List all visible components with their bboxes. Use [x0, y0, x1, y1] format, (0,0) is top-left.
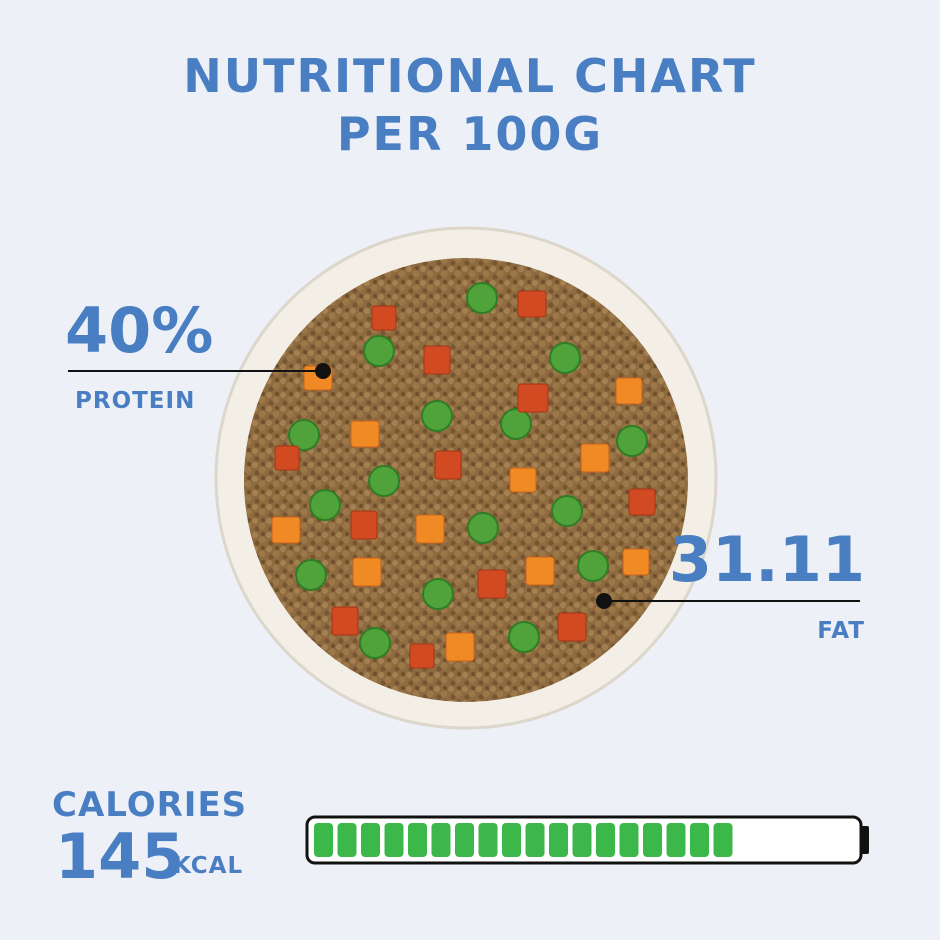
- pointer-dot: [596, 593, 612, 609]
- fat-value: 31.11: [669, 523, 865, 596]
- calories-unit: KCAL: [173, 853, 243, 879]
- battery-segments: [314, 823, 733, 857]
- fat-label: FAT: [817, 618, 865, 644]
- bowl: [214, 226, 718, 730]
- calorie-battery: [305, 815, 869, 865]
- tomatoes: [274, 290, 656, 669]
- peas: [288, 282, 648, 659]
- protein-value: 40%: [65, 294, 213, 367]
- title-line: NUTRITIONAL CHART: [183, 49, 756, 103]
- calories-label: CALORIES: [52, 785, 247, 825]
- title-line: PER 100G: [337, 107, 603, 161]
- calories-value: 145: [55, 820, 184, 893]
- protein-label: PROTEIN: [75, 388, 195, 414]
- pointer-dot: [315, 363, 331, 379]
